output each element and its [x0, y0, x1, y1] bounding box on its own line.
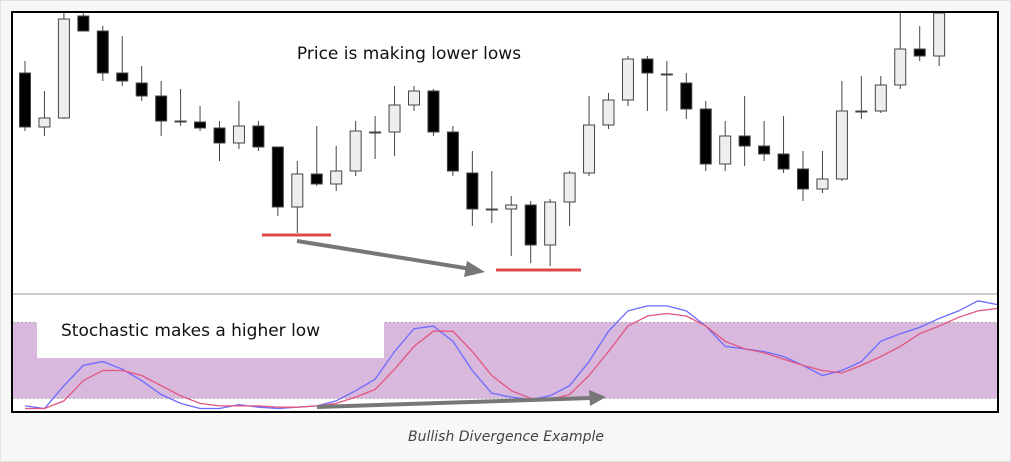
candle-body — [699, 108, 712, 165]
candle-body — [485, 208, 498, 211]
price-annotation: Price is making lower lows — [297, 44, 521, 64]
candle-body — [427, 90, 440, 133]
candle-body — [466, 172, 479, 210]
candle-body — [933, 12, 946, 57]
arrow-line — [316, 396, 592, 409]
candle-body — [855, 110, 868, 113]
candle-body — [738, 135, 751, 147]
candle-body — [408, 90, 420, 106]
candle-body — [797, 168, 809, 190]
candle-body — [602, 99, 615, 126]
candle-body — [777, 153, 790, 170]
annotation-box — [37, 313, 384, 358]
candle-body — [155, 95, 168, 122]
candle-body — [583, 124, 596, 174]
candle-body — [894, 48, 907, 86]
candle-body — [874, 84, 887, 112]
candle-body — [524, 204, 537, 246]
candle-body — [271, 146, 284, 208]
candle-body — [19, 72, 31, 128]
candle-body — [38, 117, 51, 128]
candle-body — [621, 58, 634, 101]
candle-body — [252, 125, 265, 148]
candle-body — [758, 145, 771, 155]
candle-body — [116, 72, 129, 82]
candle-body — [310, 173, 323, 185]
arrow-head — [464, 261, 485, 277]
candle-body — [135, 82, 148, 97]
candle-body — [719, 135, 732, 165]
candle-body — [913, 48, 926, 57]
candle-body — [369, 131, 382, 134]
candle-body — [330, 170, 343, 185]
candle-body — [505, 204, 518, 210]
candle-body — [194, 121, 207, 129]
caption: Bullish Divergence Example — [408, 429, 604, 445]
candle-body — [680, 82, 693, 110]
candle-body — [291, 173, 304, 208]
candle-body — [57, 18, 70, 119]
candle-body — [446, 131, 459, 172]
candle-body — [174, 120, 187, 123]
candle-body — [544, 201, 557, 246]
candle-body — [641, 58, 654, 74]
candle-body — [349, 130, 362, 172]
candle-body — [388, 104, 401, 133]
candle-body — [660, 73, 673, 76]
stochastic-line — [25, 307, 998, 410]
candle-body — [77, 15, 90, 32]
candle-body — [563, 172, 576, 203]
candle-body — [835, 110, 848, 180]
candle-body — [232, 125, 245, 144]
price-panel — [19, 12, 946, 266]
candle-body — [213, 127, 226, 144]
arrow-line — [296, 239, 472, 271]
stochastic-annotation: Stochastic makes a higher low — [61, 321, 320, 341]
candle-body — [96, 30, 109, 74]
candle-body — [816, 178, 829, 190]
chart-frame — [11, 11, 999, 413]
arrow-head — [589, 390, 606, 406]
